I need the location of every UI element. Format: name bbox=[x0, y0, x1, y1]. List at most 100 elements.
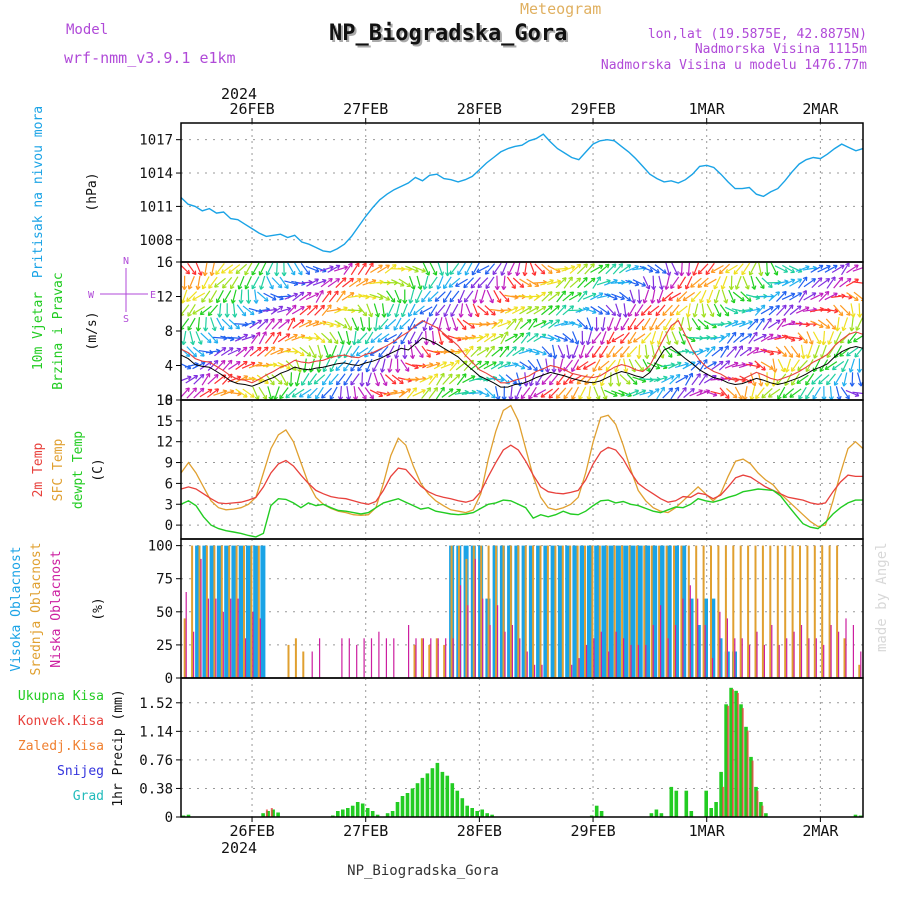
year-label-top: 2024 bbox=[221, 85, 257, 103]
wind-barb-head bbox=[232, 313, 238, 318]
wind-barb-head bbox=[251, 320, 256, 326]
cloud-bar bbox=[628, 545, 631, 678]
cloud-bar bbox=[606, 545, 609, 678]
wind-barb bbox=[540, 388, 553, 398]
wind-barb-head bbox=[519, 283, 525, 288]
cloud-bar bbox=[370, 638, 373, 678]
wind-barb bbox=[634, 359, 644, 372]
wind-barb-head bbox=[214, 373, 219, 379]
wind-barb bbox=[333, 266, 348, 272]
wind-barb-head bbox=[246, 299, 252, 304]
cloud-bar bbox=[557, 545, 563, 678]
wind-barb bbox=[592, 359, 601, 372]
wind-barb-head bbox=[354, 262, 360, 268]
wind-barb-head bbox=[649, 326, 654, 331]
wind-barb-head bbox=[544, 368, 550, 373]
precip-bar bbox=[186, 814, 191, 817]
cloud-bar bbox=[294, 638, 297, 678]
wind-barb-head bbox=[655, 311, 661, 317]
wind-barb-head bbox=[386, 353, 391, 359]
wind-barb-head bbox=[415, 298, 420, 304]
wind-barb bbox=[413, 305, 425, 316]
wind-barb-head bbox=[608, 382, 614, 387]
wind-barb bbox=[655, 304, 666, 317]
wind-barb bbox=[214, 347, 227, 357]
wind-barb bbox=[846, 292, 859, 301]
wind-barb bbox=[471, 262, 480, 276]
wind-barb bbox=[625, 389, 639, 397]
wind-barb bbox=[604, 293, 618, 300]
wind-barb bbox=[235, 346, 248, 357]
wind-barb bbox=[227, 348, 241, 356]
wind-barb-head bbox=[343, 265, 348, 271]
wind-barb-head bbox=[611, 337, 616, 343]
wind-barb-head bbox=[696, 325, 701, 331]
precip-bar bbox=[270, 808, 273, 817]
wind-barb-head bbox=[598, 292, 604, 298]
precip-bar bbox=[480, 809, 484, 817]
wind-barb bbox=[395, 344, 401, 359]
wind-barb bbox=[810, 292, 824, 301]
wind-barb-head bbox=[281, 272, 287, 277]
wind-barb bbox=[241, 321, 256, 327]
wind-barb-head bbox=[790, 268, 795, 274]
date-label-top: 1MAR bbox=[689, 100, 726, 118]
wind-barb-head bbox=[393, 326, 399, 331]
wind-barb bbox=[222, 276, 233, 289]
wind-barb-head bbox=[705, 270, 711, 276]
wind-barb-head bbox=[496, 298, 502, 304]
wind-barb bbox=[642, 276, 650, 290]
wind-barb-head bbox=[562, 277, 567, 282]
wind-barb bbox=[336, 290, 346, 303]
wind-barb-head bbox=[817, 277, 823, 282]
cloud-bar bbox=[747, 545, 750, 678]
wind-barb-head bbox=[199, 387, 205, 393]
wind-barb-head bbox=[755, 307, 761, 313]
wind-barb bbox=[436, 373, 445, 386]
cloud-bar bbox=[245, 545, 251, 678]
wind-barb-head bbox=[442, 361, 448, 366]
wind-barb bbox=[651, 289, 656, 304]
wind-barb bbox=[540, 320, 554, 329]
precip-bar bbox=[704, 790, 708, 817]
wind-barb bbox=[533, 333, 547, 342]
wind-barb bbox=[610, 281, 625, 284]
wind-barb bbox=[321, 387, 333, 399]
wind-barb-head bbox=[669, 311, 675, 317]
wind-barb-head bbox=[207, 311, 213, 317]
wind-barb-head bbox=[758, 271, 764, 277]
precip-bar bbox=[410, 788, 415, 817]
wind-barb-head bbox=[290, 270, 296, 276]
wind-barb-head bbox=[489, 298, 494, 304]
wind-barb bbox=[490, 377, 505, 381]
wind-barb bbox=[285, 387, 297, 399]
wind-barb bbox=[576, 361, 589, 370]
wind-barb bbox=[797, 276, 808, 289]
wind-barb-head bbox=[469, 345, 474, 351]
cloud-bar bbox=[435, 638, 438, 678]
wind-barb bbox=[526, 306, 540, 315]
wind-barb bbox=[604, 389, 618, 397]
wind-barb-head bbox=[385, 264, 390, 270]
wind-barb-head bbox=[802, 276, 808, 282]
wind-barb-head bbox=[192, 296, 197, 301]
y-tick-label: 1.52 bbox=[139, 696, 173, 712]
precip-bar bbox=[759, 802, 763, 817]
cloud-bar bbox=[363, 638, 365, 678]
cloud-bar bbox=[422, 638, 424, 678]
wind-barb-head bbox=[400, 389, 405, 395]
wind-barb-head bbox=[362, 394, 367, 400]
wind-barb bbox=[251, 276, 260, 290]
wind-barb bbox=[643, 289, 650, 304]
wind-barb-head bbox=[283, 381, 289, 386]
wind-barb-head bbox=[255, 331, 261, 337]
wind-barb-head bbox=[278, 305, 284, 311]
wind-barb bbox=[810, 320, 824, 328]
wind-barb bbox=[599, 345, 609, 358]
wind-barb-head bbox=[644, 354, 650, 360]
wind-barb bbox=[776, 304, 787, 316]
wind-barb-head bbox=[412, 310, 418, 316]
wind-barb-head bbox=[768, 283, 773, 289]
wind-barb bbox=[541, 291, 553, 302]
wind-barb bbox=[314, 304, 325, 316]
